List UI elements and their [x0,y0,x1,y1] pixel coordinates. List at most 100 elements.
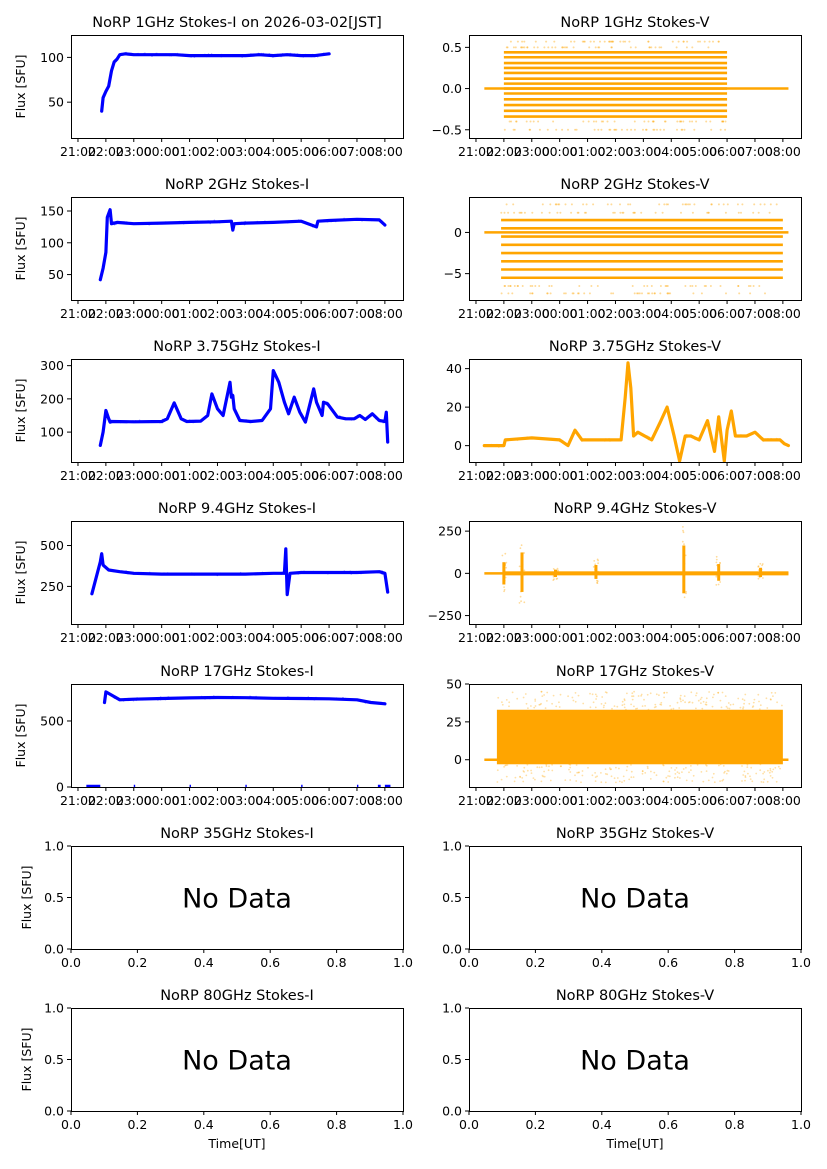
data-point [638,292,641,295]
data-point [108,418,111,421]
data-point [646,435,648,437]
data-point [520,544,523,547]
data-point [243,223,246,226]
data-point [508,705,510,708]
data-point [111,66,114,69]
data-point [253,54,255,57]
data-point [760,438,762,440]
data-point [188,419,191,421]
data-point [630,128,633,131]
data-point [672,707,675,710]
data-point [106,225,108,227]
data-point [240,418,243,421]
data-point [302,570,305,573]
data-point [642,433,645,436]
data-point [625,708,627,711]
data-point [368,702,371,704]
x-tick-label: 03:00 [227,630,263,645]
data-point [107,212,110,214]
data-point [628,370,630,373]
data-point [126,221,128,223]
data-point [691,46,694,49]
data-point [719,763,722,766]
data-point [787,443,789,446]
data-point [202,418,204,421]
data-point [582,203,585,206]
data-point [784,443,786,446]
data-point [102,96,105,98]
data-point [274,375,276,377]
data-point [526,46,529,49]
data-point [629,384,632,387]
x-tick-label: 07:00 [737,144,773,159]
data-point [742,707,744,710]
data-point [660,46,663,49]
data-point [737,434,739,437]
data-point [484,445,487,448]
data-point [162,573,165,576]
data-point [630,764,632,766]
data-point [558,701,560,704]
data-point [231,225,234,227]
data-point [287,222,289,224]
data-point [281,53,284,55]
data-point [278,572,281,574]
data-point [647,40,650,43]
y-axis-label: Flux [SFU] [19,1028,34,1092]
data-point [304,419,307,422]
data-point [557,569,559,572]
x-tick-label: 22:00 [88,468,124,483]
data-point [704,424,707,427]
data-point [114,61,116,64]
data-point [110,421,113,424]
data-point [193,420,196,422]
data-point [107,84,110,87]
data-point [132,698,135,700]
data-trace [98,208,387,282]
data-point [782,443,785,446]
data-point [112,64,115,66]
data-point [538,766,541,769]
x-tick-label: 05:00 [681,468,717,483]
data-point [344,417,347,419]
data-point [540,766,543,768]
x-tick-label: 07:00 [339,630,375,645]
data-point [624,393,627,395]
data-point [117,56,120,58]
data-point [746,766,749,768]
data-point [255,695,257,698]
data-point [685,766,687,769]
data-point [733,426,735,429]
data-point [516,285,519,287]
data-point [605,691,608,694]
data-point [292,398,295,400]
data-point [578,285,581,287]
data-point [236,415,239,418]
data-point [222,412,225,414]
y-tick-label: 300 [40,358,64,373]
data-point [600,772,602,774]
data-point [523,766,526,769]
data-point [640,695,642,697]
data-point [358,571,361,573]
data-point [729,703,732,706]
data-point [631,698,634,701]
data-point [321,408,324,411]
data-point [165,54,168,56]
data-point [654,211,657,214]
data-point [730,411,732,413]
data-point [350,219,353,221]
data-point [767,769,769,772]
x-tick-label: 08:00 [367,468,403,483]
data-point [356,414,359,417]
data-point [383,420,385,423]
data-point [99,443,102,445]
data-point [344,697,347,700]
data-point [717,416,720,419]
data-point [548,285,551,287]
data-point [604,702,607,705]
data-point [110,421,112,424]
data-point [571,292,574,295]
data-point [593,560,596,562]
data-point [334,414,336,416]
